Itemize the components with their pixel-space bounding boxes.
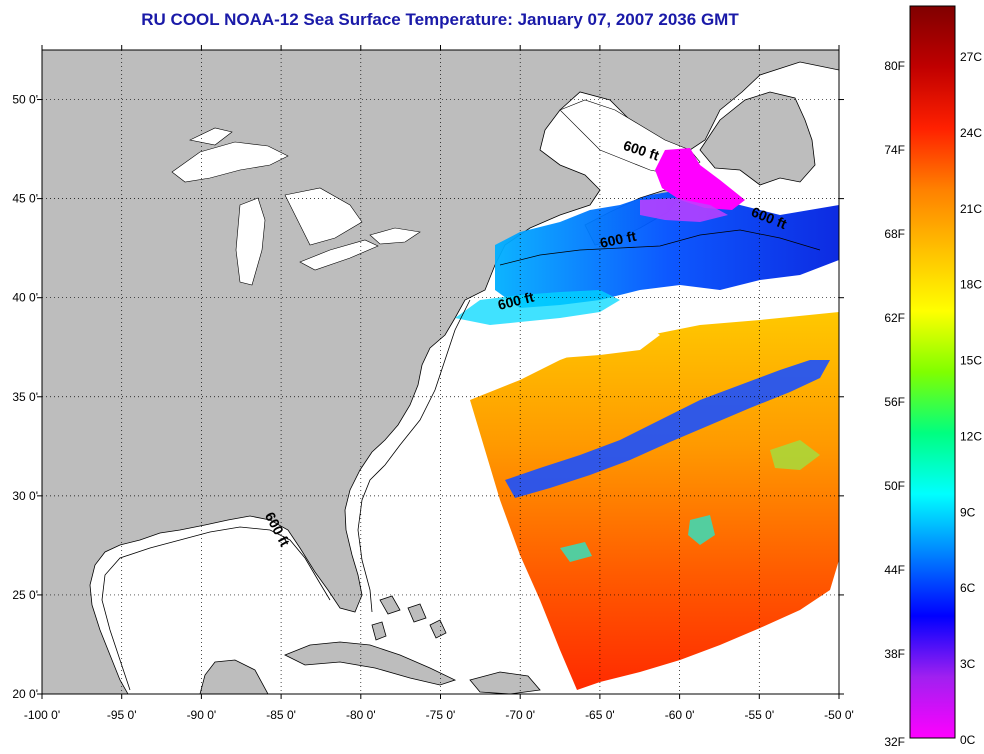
lat-tick-label: 45 0' bbox=[12, 192, 38, 206]
lake-erie bbox=[299, 239, 379, 271]
lat-tick-label: 20 0' bbox=[12, 687, 38, 701]
land-newfoundland bbox=[699, 91, 816, 186]
colorbar-c-label: 15C bbox=[960, 354, 982, 368]
lake-huron bbox=[284, 187, 363, 246]
land-bahamas bbox=[371, 595, 447, 641]
colorbar-f-label: 32F bbox=[884, 735, 905, 749]
land-yucatan bbox=[199, 659, 269, 694]
lon-tick-label: -100 0' bbox=[24, 708, 60, 722]
lon-tick-label: -80 0' bbox=[346, 708, 376, 722]
shelf-contour-north bbox=[499, 229, 821, 266]
lon-tick-label: -85 0' bbox=[266, 708, 296, 722]
colorbar-c-label: 18C bbox=[960, 278, 982, 292]
lon-tick-label: -90 0' bbox=[187, 708, 217, 722]
lat-axis: 20 0' 25 0' 30 0' 35 0' 40 0' 45 0' 50 0' bbox=[12, 93, 844, 701]
colorbar-c-label: 3C bbox=[960, 657, 976, 671]
colorbar-f-label: 44F bbox=[884, 563, 905, 577]
land-hispaniola bbox=[469, 671, 541, 694]
lake-ontario bbox=[369, 227, 421, 245]
map-title: RU COOL NOAA-12 Sea Surface Temperature:… bbox=[141, 10, 739, 29]
lon-tick-label: -60 0' bbox=[665, 708, 695, 722]
cloud-patch bbox=[520, 318, 660, 358]
colorbar-f-label: 62F bbox=[884, 311, 905, 325]
lat-tick-label: 40 0' bbox=[12, 291, 38, 305]
colorbar-f-label: 56F bbox=[884, 395, 905, 409]
map-gridlines bbox=[42, 50, 839, 694]
colorbar-c-label: 12C bbox=[960, 429, 982, 443]
colorbar-c-label: 9C bbox=[960, 505, 976, 519]
lon-tick-label: -50 0' bbox=[824, 708, 854, 722]
colorbar-c-label: 27C bbox=[960, 50, 982, 64]
lat-tick-label: 50 0' bbox=[12, 93, 38, 107]
sst-cold-eddy bbox=[505, 360, 830, 498]
sst-green-patch bbox=[770, 440, 820, 470]
colorbar-f-label: 68F bbox=[884, 227, 905, 241]
lon-tick-label: -55 0' bbox=[744, 708, 774, 722]
colorbar-f-label: 74F bbox=[884, 143, 905, 157]
lon-tick-label: -65 0' bbox=[585, 708, 615, 722]
land-cuba bbox=[284, 641, 457, 686]
lake-michigan bbox=[235, 197, 266, 286]
colorbar-c-label: 21C bbox=[960, 202, 982, 216]
sst-cyan-fringe bbox=[455, 290, 620, 325]
colorbar-c-label: 24C bbox=[960, 126, 982, 140]
lon-tick-label: -75 0' bbox=[426, 708, 456, 722]
shelf-contour-gulf bbox=[101, 526, 331, 691]
colorbar-fahrenheit-labels: 80F 74F 68F 62F 56F 50F 44F 38F 32F bbox=[884, 59, 905, 749]
sst-very-cold bbox=[655, 148, 745, 210]
lon-axis: -100 0' -95 0' -90 0' -85 0' -80 0' -75 0' -70… bbox=[24, 45, 854, 722]
lat-tick-label: 35 0' bbox=[12, 390, 38, 404]
colorbar bbox=[909, 5, 956, 739]
colorbar-c-label: 0C bbox=[960, 733, 976, 747]
colorbar-f-label: 38F bbox=[884, 647, 905, 661]
colorbar-f-label: 80F bbox=[884, 59, 905, 73]
lake-superior bbox=[171, 141, 289, 183]
hudson-area bbox=[189, 127, 233, 146]
colorbar-c-label: 6C bbox=[960, 581, 976, 595]
sst-very-cold-2 bbox=[640, 198, 728, 222]
lat-tick-label: 25 0' bbox=[12, 588, 38, 602]
lat-tick-label: 30 0' bbox=[12, 489, 38, 503]
colorbar-f-label: 50F bbox=[884, 479, 905, 493]
contour-label-600ft: 600 ft bbox=[598, 228, 637, 251]
lon-tick-label: -95 0' bbox=[107, 708, 137, 722]
sst-teal-patch bbox=[688, 515, 715, 545]
lon-tick-label: -70 0' bbox=[505, 708, 535, 722]
sst-cold-band-north bbox=[495, 190, 839, 308]
sst-teal-patch-2 bbox=[560, 542, 592, 562]
shelf-contour-east bbox=[357, 299, 471, 613]
colorbar-celsius-labels: 27C 24C 21C 18C 15C 12C 9C 6C 3C 0C bbox=[960, 50, 982, 747]
